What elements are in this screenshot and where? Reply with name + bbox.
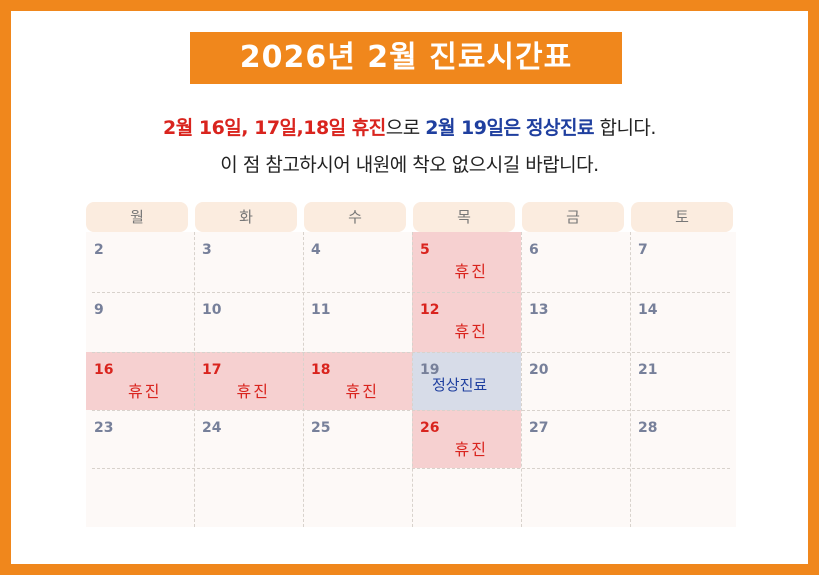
normal-hours-label: 정상진료 [432,376,488,394]
calendar-day-cell: 17 휴진 [194,352,303,410]
calendar-day-cell [194,468,303,527]
calendar-day-cell: 4 [303,232,412,292]
day-number: 20 [529,362,549,378]
day-number: 5 [420,242,430,258]
day-number: 10 [202,302,222,318]
weekday-header: 금 [522,202,624,232]
calendar-day-cell: 21 [630,352,736,410]
grid-row-divider [92,352,730,353]
grid-column-divider [521,232,522,527]
day-number: 18 [311,362,331,378]
day-number: 17 [202,362,222,378]
notice-line-2: 이 점 참고하시어 내원에 착오 없으시길 바랍니다. [220,154,599,176]
calendar-day-cell: 9 [86,292,194,352]
calendar-day-cell [521,468,630,527]
calendar-day-cell: 28 [630,410,736,468]
calendar-day-cell: 6 [521,232,630,292]
day-number: 11 [311,302,331,318]
day-number: 9 [94,302,104,318]
calendar-day-cell: 12 휴진 [412,292,521,352]
page-title: 2026년 2월 진료시간표 [190,32,622,84]
calendar-day-cell: 20 [521,352,630,410]
weekday-header: 목 [413,202,515,232]
calendar-day-cell: 11 [303,292,412,352]
notice-connector: 으로 [385,117,426,139]
day-number: 28 [638,420,658,436]
closed-day-label: 휴진 [345,382,379,401]
calendar-day-cell: 27 [521,410,630,468]
calendar-day-cell: 5 휴진 [412,232,521,292]
day-number: 7 [638,242,648,258]
day-number: 14 [638,302,658,318]
day-number: 27 [529,420,549,436]
closed-day-label: 휴진 [454,262,488,281]
notice-closed-dates: 2월 16일, 17일,18일 휴진 [163,117,386,139]
calendar-day-cell: 25 [303,410,412,468]
day-number: 2 [94,242,104,258]
notice-ending: 합니다. [593,117,656,139]
grid-column-divider [412,232,413,527]
calendar-day-cell: 7 [630,232,736,292]
notice-open-date: 2월 19일은 [425,117,521,139]
calendar-day-cell: 2 [86,232,194,292]
grid-row-divider [92,292,730,293]
day-number: 6 [529,242,539,258]
day-number: 4 [311,242,321,258]
day-number: 26 [420,420,440,436]
calendar-day-cell: 14 [630,292,736,352]
calendar-day-cell: 26 휴진 [412,410,521,468]
grid-row-divider [92,410,730,411]
grid-row-divider [92,468,730,469]
day-number: 25 [311,420,331,436]
calendar-day-cell: 18 휴진 [303,352,412,410]
day-number: 24 [202,420,222,436]
calendar-day-cell: 16 휴진 [86,352,194,410]
closed-day-label: 휴진 [454,322,488,341]
calendar-day-cell: 23 [86,410,194,468]
notice-normal-hours: 정상진료 [526,117,594,139]
closed-day-label: 휴진 [128,382,162,401]
day-number: 3 [202,242,212,258]
calendar-day-cell [86,468,194,527]
notice-line-1: 2월 16일, 17일,18일 휴진으로 2월 19일은 정상진료 합니다. [0,113,819,140]
calendar-day-cell [630,468,736,527]
calendar-day-cell: 19 정상진료 [412,352,521,410]
weekday-header: 수 [304,202,406,232]
calendar-day-cell [303,468,412,527]
calendar-day-cell: 3 [194,232,303,292]
day-number: 19 [420,362,440,378]
closed-day-label: 휴진 [236,382,270,401]
weekday-header: 토 [631,202,733,232]
day-number: 13 [529,302,549,318]
weekday-header: 화 [195,202,297,232]
calendar-day-cell: 24 [194,410,303,468]
grid-column-divider [630,232,631,527]
grid-column-divider [194,232,195,527]
closed-day-label: 휴진 [454,440,488,459]
day-number: 21 [638,362,658,378]
calendar-day-cell [412,468,521,527]
day-number: 12 [420,302,440,318]
day-number: 23 [94,420,114,436]
day-number: 16 [94,362,114,378]
calendar-day-cell: 13 [521,292,630,352]
calendar: 월 화 수 목 금 토 2 3 4 5 휴진 6 7 9 10 11 12 휴진 13 14 16 휴진 17 휴진 18 휴진 1… [86,202,736,527]
weekday-header: 월 [86,202,188,232]
calendar-day-cell: 10 [194,292,303,352]
grid-column-divider [303,232,304,527]
